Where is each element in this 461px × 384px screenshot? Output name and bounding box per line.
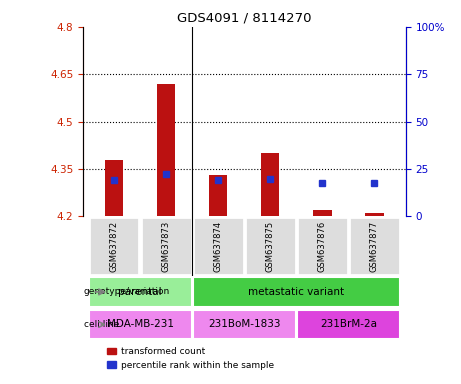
FancyBboxPatch shape	[193, 310, 296, 339]
Bar	[157, 84, 175, 217]
Text: GSM637874: GSM637874	[214, 220, 223, 271]
Text: GSM637876: GSM637876	[318, 220, 327, 271]
FancyBboxPatch shape	[349, 217, 400, 275]
FancyBboxPatch shape	[297, 217, 348, 275]
Text: cell line: cell line	[83, 320, 119, 329]
Bar	[313, 210, 331, 217]
Text: genotype/variation: genotype/variation	[83, 287, 170, 296]
FancyBboxPatch shape	[193, 217, 243, 275]
Title: GDS4091 / 8114270: GDS4091 / 8114270	[177, 11, 312, 24]
FancyBboxPatch shape	[89, 277, 191, 306]
Text: 231BoM-1833: 231BoM-1833	[208, 319, 281, 329]
Text: MDA-MB-231: MDA-MB-231	[107, 319, 174, 329]
FancyBboxPatch shape	[297, 310, 400, 339]
Text: GSM637877: GSM637877	[370, 220, 379, 271]
FancyBboxPatch shape	[141, 217, 191, 275]
Text: GSM637875: GSM637875	[266, 220, 275, 271]
Bar	[105, 159, 123, 217]
FancyBboxPatch shape	[245, 217, 296, 275]
Text: parental: parental	[118, 287, 162, 297]
FancyBboxPatch shape	[89, 217, 139, 275]
Bar	[261, 153, 279, 217]
FancyBboxPatch shape	[193, 277, 400, 306]
Text: 231BrM-2a: 231BrM-2a	[320, 319, 377, 329]
Text: GSM637872: GSM637872	[110, 220, 119, 271]
Legend: transformed count, percentile rank within the sample: transformed count, percentile rank withi…	[104, 344, 278, 373]
Text: metastatic variant: metastatic variant	[248, 287, 344, 297]
Bar	[366, 213, 384, 217]
Text: GSM637873: GSM637873	[162, 220, 171, 271]
FancyBboxPatch shape	[89, 310, 191, 339]
Bar	[209, 175, 227, 217]
